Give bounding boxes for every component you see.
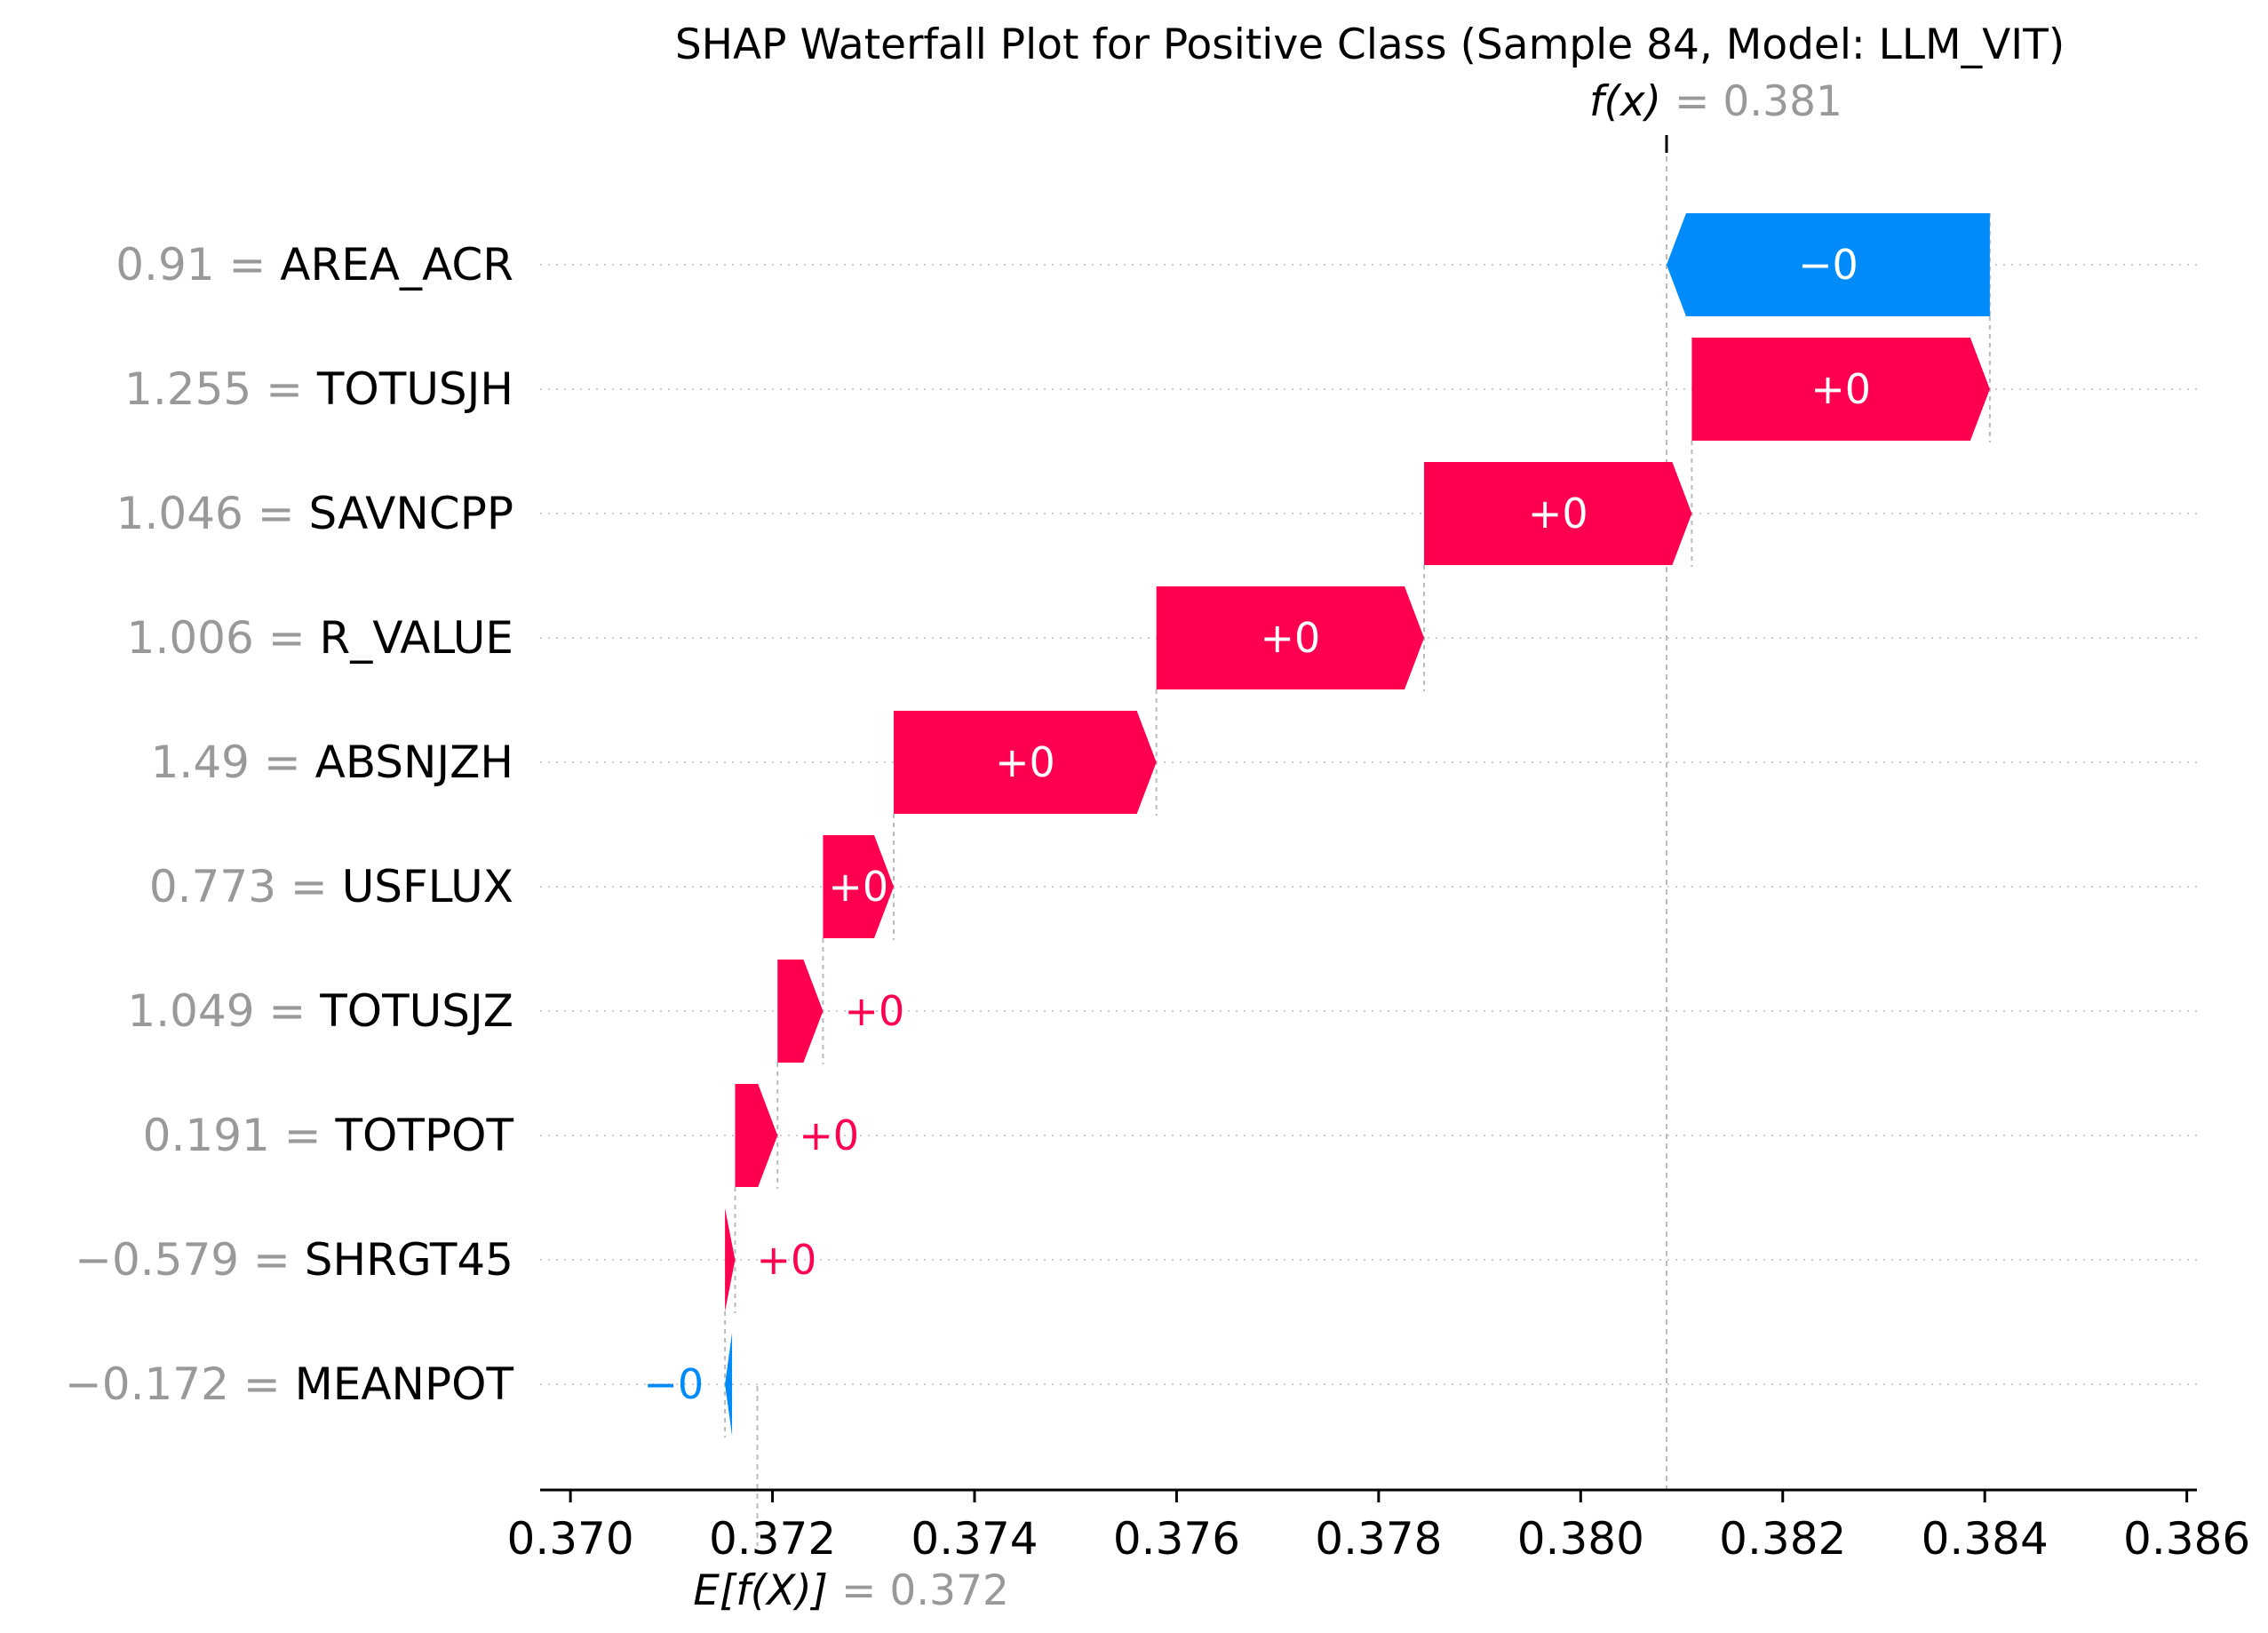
x-axis: 0.370 0.372 0.374 0.376 0.378 0.380 0.382 0.384… (507, 1488, 2250, 1565)
x-tick-label: 0.386 (2123, 1513, 2250, 1565)
feature-value: 0.773 = (149, 861, 342, 912)
waterfall-bar-totusjz (777, 960, 824, 1063)
x-tick-label: 0.372 (709, 1513, 836, 1565)
feature-name: TOTPOT (335, 1110, 514, 1161)
output-label: f(x) (1589, 77, 1661, 126)
bar-value-label: +0 (756, 1236, 816, 1284)
bar-value-label: −0 (643, 1360, 704, 1408)
feature-name: TOTUSJZ (319, 985, 513, 1037)
bar-value-label: +0 (799, 1111, 859, 1159)
bar-value-label: −0 (1798, 241, 1858, 289)
waterfall-bar-meanpot (725, 1333, 733, 1436)
waterfall-bar-totusjh (1691, 338, 1990, 441)
feature-label: −0.172 = MEANPOT (65, 1358, 514, 1410)
feature-labels: −0 0.91 = AREA_ACR +0 1.255 = TOTUSJH +0 1.04… (65, 239, 1871, 1410)
feature-label: 1.006 = R_VALUE (127, 612, 513, 664)
waterfall-bar-r_value (1156, 586, 1425, 689)
bar-value-label: +0 (1810, 365, 1871, 413)
waterfall-bar-area_acr (1666, 213, 1990, 316)
feature-name: AREA_ACR (280, 239, 513, 291)
feature-value: 1.049 = (127, 985, 320, 1037)
x-tick-label: 0.370 (507, 1513, 634, 1565)
base-label: E[f(X)] (693, 1566, 828, 1615)
x-tick-label: 0.374 (911, 1513, 1038, 1565)
feature-label: 1.046 = SAVNCPP (116, 488, 513, 539)
feature-value: 1.255 = (124, 363, 317, 415)
feature-label: 0.191 = TOTPOT (143, 1110, 514, 1161)
feature-label: 0.91 = AREA_ACR (115, 239, 513, 291)
feature-value: 1.046 = (116, 488, 309, 539)
waterfall-bar-totpot (735, 1084, 778, 1187)
feature-value: 1.006 = (127, 612, 320, 664)
waterfall-bar-absnjzh (894, 711, 1157, 814)
feature-label: 0.773 = USFLUX (149, 861, 513, 912)
feature-value: 0.91 = (115, 239, 280, 291)
bar-value-label: +0 (828, 863, 888, 911)
feature-name: USFLUX (342, 861, 513, 912)
bar-value-label: +0 (844, 987, 904, 1035)
bar-value-label: +0 (995, 738, 1055, 786)
bar-value-label: +0 (1528, 490, 1588, 538)
feature-value: −0.579 = (75, 1234, 305, 1286)
waterfall-bar-shrgt45 (725, 1208, 736, 1311)
feature-name: ABSNJZH (315, 737, 513, 788)
base-value-text: = 0.372 (841, 1566, 1009, 1615)
output-value-annotation: f(x) = 0.381 (1589, 77, 1842, 126)
feature-value: −0.172 = (65, 1358, 295, 1410)
x-tick-label: 0.382 (1719, 1513, 1846, 1565)
output-value-text: = 0.381 (1675, 77, 1842, 126)
chart-title: SHAP Waterfall Plot for Positive Class (… (675, 20, 2065, 69)
feature-name: R_VALUE (319, 612, 513, 664)
x-tick-label: 0.384 (1922, 1513, 2049, 1565)
feature-name: SHRGT45 (305, 1234, 513, 1286)
x-tick-label: 0.376 (1113, 1513, 1240, 1565)
feature-label: 1.49 = ABSNJZH (151, 737, 513, 788)
waterfall-bar-usflux (823, 835, 895, 938)
feature-value: 0.191 = (143, 1110, 336, 1161)
x-tick-label: 0.380 (1517, 1513, 1644, 1565)
feature-name: TOTUSJH (316, 363, 513, 415)
feature-value: 1.49 = (151, 737, 315, 788)
feature-label: 1.255 = TOTUSJH (124, 363, 513, 415)
feature-label: −0.579 = SHRGT45 (75, 1234, 513, 1286)
bar-value-label: +0 (1260, 614, 1320, 662)
feature-name: MEANPOT (295, 1358, 514, 1410)
bars (725, 213, 1990, 1436)
base-value-annotation: E[f(X)] = 0.372 (693, 1566, 1009, 1615)
feature-name: SAVNCPP (309, 488, 514, 539)
feature-label: 1.049 = TOTUSJZ (127, 985, 513, 1037)
waterfall-bar-savncpp (1424, 462, 1692, 565)
x-tick-label: 0.378 (1315, 1513, 1442, 1565)
